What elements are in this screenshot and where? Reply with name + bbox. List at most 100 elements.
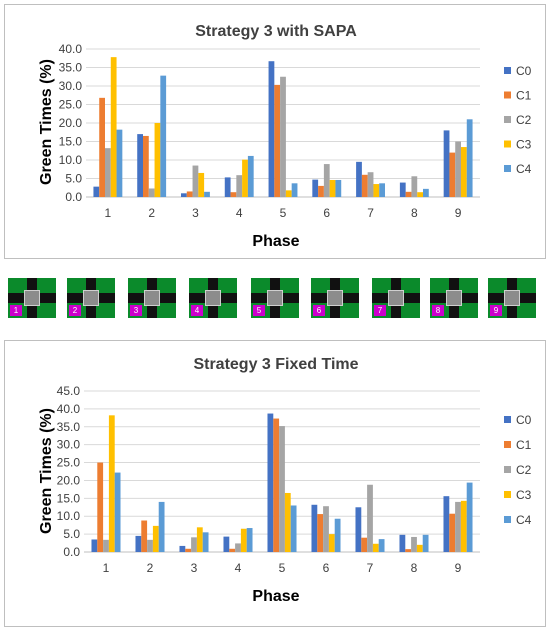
- bar-c0: [355, 507, 362, 552]
- y-tick-label: 10.0: [59, 153, 83, 167]
- bar-c4: [202, 532, 209, 552]
- legend-swatch-c3: [504, 140, 511, 148]
- y-tick-label: 25.0: [59, 98, 83, 112]
- bar-c2: [323, 506, 329, 552]
- x-tick-label: 2: [148, 206, 155, 220]
- bar-c0: [311, 504, 318, 552]
- bar-c0: [443, 130, 450, 197]
- phase-number-badge: 3: [130, 305, 142, 316]
- bar-c2: [455, 141, 462, 197]
- chart-title: Strategy 3 Fixed Time: [193, 356, 358, 373]
- x-tick-label: 9: [455, 561, 462, 575]
- phase-number-badge: 1: [10, 305, 22, 316]
- phase-number-badge: 2: [69, 305, 81, 316]
- legend-swatch-c0: [504, 416, 511, 423]
- bar-c2: [279, 426, 285, 552]
- bar-c4: [466, 482, 473, 552]
- bar-c4: [334, 518, 341, 552]
- bar-c2: [323, 164, 330, 197]
- x-tick-label: 1: [105, 206, 112, 220]
- bar-c1: [449, 152, 456, 197]
- phase-number-badge: 5: [253, 305, 265, 316]
- intersection-center: [446, 290, 462, 306]
- bar-c3: [417, 192, 424, 197]
- bar-c1: [142, 135, 149, 197]
- y-tick-label: 30.0: [59, 79, 83, 93]
- bar-c0: [399, 182, 406, 197]
- bar-c4: [291, 183, 298, 197]
- bar-c1: [273, 418, 280, 552]
- legend-swatch-c1: [504, 441, 511, 448]
- chart-title: Strategy 3 with SAPA: [195, 23, 357, 40]
- intersection-center: [327, 290, 343, 306]
- bar-c4: [290, 505, 297, 552]
- legend-label-c0: C0: [516, 64, 532, 78]
- bar-c3: [240, 528, 247, 552]
- y-tick-label: 10.0: [57, 509, 81, 523]
- bar-c4: [158, 501, 165, 552]
- x-tick-label: 5: [279, 561, 286, 575]
- y-axis-label: Green Times (%): [38, 59, 55, 185]
- phase-thumbnail: 4: [189, 278, 237, 318]
- bar-c1: [185, 548, 192, 552]
- phase-thumbnail: 8: [430, 278, 478, 318]
- phase-thumbnail: 7: [372, 278, 420, 318]
- bar-c3: [372, 543, 379, 552]
- legend-swatch-c4: [504, 165, 511, 172]
- phase-thumbnail: 9: [488, 278, 536, 318]
- legend-label-c4: C4: [516, 162, 532, 176]
- x-tick-label: 3: [192, 206, 199, 220]
- bar-c1: [229, 548, 236, 552]
- bar-c2: [235, 543, 241, 552]
- bar-c0: [179, 545, 186, 552]
- legend-label-c4: C4: [516, 513, 532, 527]
- phase-thumbnail: 6: [311, 278, 359, 318]
- bar-c1: [274, 84, 281, 197]
- bar-c2: [147, 539, 153, 552]
- phase-thumbnail: 5: [251, 278, 299, 318]
- intersection-center: [267, 290, 283, 306]
- x-tick-label: 6: [323, 206, 330, 220]
- phase-number-badge: 9: [490, 305, 502, 316]
- bar-c3: [196, 527, 203, 552]
- intersection-center: [144, 290, 160, 306]
- legend-label-c3: C3: [516, 488, 532, 502]
- chart-panel-fixed-time: Strategy 3 Fixed Time Phase Green Times …: [4, 340, 546, 627]
- x-tick-label: 4: [235, 561, 242, 575]
- bar-c1: [405, 191, 412, 197]
- bar-c1: [361, 537, 368, 552]
- intersection-center: [205, 290, 221, 306]
- phase-number-badge: 8: [432, 305, 444, 316]
- bar-c2: [367, 484, 373, 552]
- y-tick-label: 0.0: [65, 190, 82, 204]
- bar-c1: [405, 549, 412, 552]
- bar-c2: [411, 536, 417, 552]
- bar-c4: [246, 528, 253, 552]
- y-tick-label: 35.0: [59, 61, 83, 75]
- bar-c0: [268, 61, 275, 198]
- legend-swatch-c4: [504, 516, 511, 523]
- chart-sapa: Strategy 3 with SAPA Phase Green Times (…: [38, 23, 532, 250]
- phase-thumbnail: 2: [67, 278, 115, 318]
- bar-c2: [280, 76, 286, 197]
- y-tick-label: 45.0: [57, 384, 81, 398]
- bar-c0: [135, 535, 142, 552]
- bar-c0: [312, 179, 319, 197]
- phase-number-badge: 6: [313, 305, 325, 316]
- bar-c4: [204, 191, 210, 197]
- bar-c2: [148, 188, 155, 197]
- bar-c3: [108, 415, 115, 552]
- legend-swatch-c3: [504, 491, 511, 498]
- bar-c4: [422, 534, 429, 552]
- phase-thumbnail: 3: [128, 278, 176, 318]
- bar-c2: [411, 176, 418, 197]
- legend-label-c3: C3: [516, 138, 532, 152]
- x-tick-label: 7: [367, 561, 374, 575]
- bar-c2: [236, 175, 243, 197]
- x-axis-label: Phase: [252, 233, 299, 250]
- chart-fixed-time: Strategy 3 Fixed Time Phase Green Times …: [38, 356, 532, 605]
- x-tick-label: 3: [191, 561, 198, 575]
- bar-c3: [152, 525, 159, 552]
- y-tick-label: 0.0: [63, 545, 80, 559]
- legend-label-c1: C1: [516, 89, 532, 103]
